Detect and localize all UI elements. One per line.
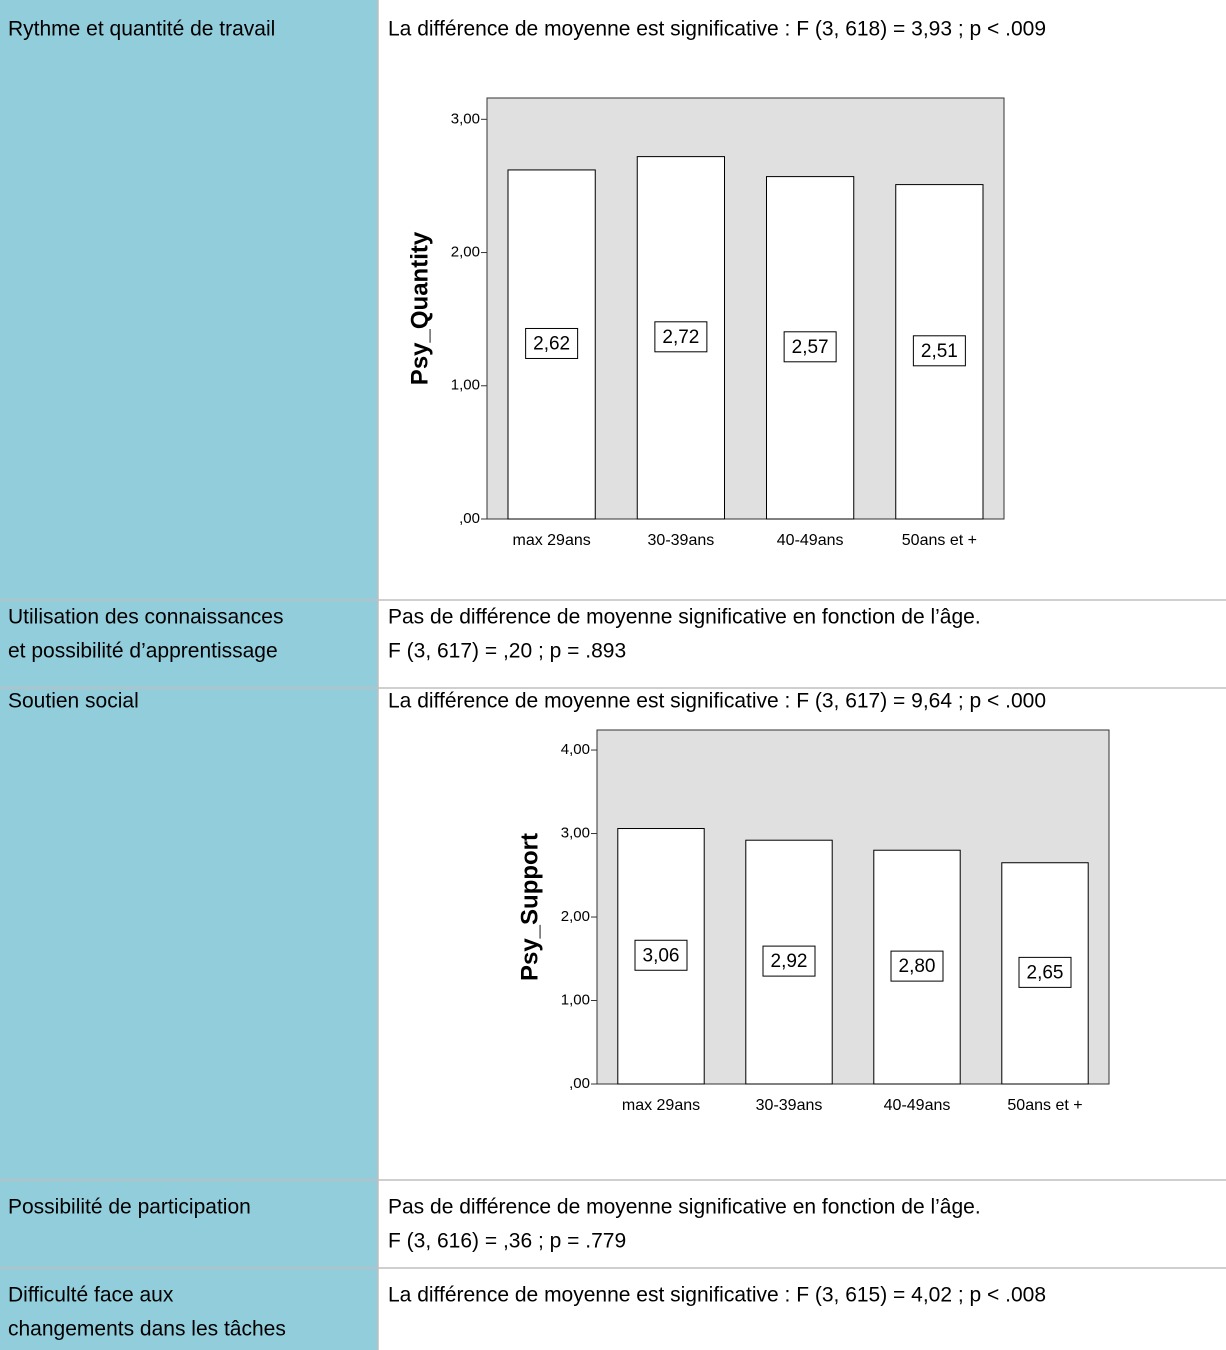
row-text: F (3, 616) = ,36 ; p = .779 <box>388 1230 626 1253</box>
y-tick-label: 2,00 <box>451 244 480 261</box>
row-text: La différence de moyenne est significati… <box>388 690 1046 713</box>
row-text: Pas de différence de moyenne significati… <box>388 606 981 629</box>
x-tick-label: max 29ans <box>622 1097 700 1114</box>
y-tick-label: 1,00 <box>561 991 590 1008</box>
y-tick-label: 4,00 <box>561 741 590 758</box>
label-cell <box>0 600 378 688</box>
row-label: Difficulté face aux <box>8 1284 174 1307</box>
x-tick-label: 50ans et + <box>902 532 977 549</box>
value-label: 2,72 <box>662 327 699 348</box>
row-text: La différence de moyenne est significati… <box>388 1284 1046 1307</box>
y-tick-label: ,00 <box>459 510 480 527</box>
row-text: Pas de différence de moyenne significati… <box>388 1196 981 1219</box>
row-label: Rythme et quantité de travail <box>8 18 275 41</box>
value-label: 2,51 <box>921 341 958 362</box>
row-label: Possibilité de participation <box>8 1196 251 1219</box>
row-text: La différence de moyenne est significati… <box>388 18 1046 41</box>
label-cell <box>0 1268 378 1350</box>
value-label: 3,06 <box>643 945 680 966</box>
value-label-box <box>634 939 688 971</box>
value-label: 2,62 <box>533 333 570 354</box>
row-label: et possibilité d’apprentissage <box>8 640 278 663</box>
row-text: F (3, 617) = ,20 ; p = .893 <box>388 640 626 663</box>
x-tick-label: max 29ans <box>512 532 590 549</box>
row-label: Soutien social <box>8 690 139 713</box>
x-tick-label: 30-39ans <box>756 1097 823 1114</box>
y-tick-label: 2,00 <box>561 908 590 925</box>
row-label: changements dans les tâches <box>8 1318 286 1341</box>
value-label-box <box>654 321 708 353</box>
y-axis-label: Psy_Support <box>516 833 543 981</box>
value-label-box <box>890 950 944 982</box>
value-label: 2,65 <box>1027 962 1064 983</box>
y-tick-label: 3,00 <box>561 824 590 841</box>
label-cell <box>0 688 378 1180</box>
x-tick-label: 30-39ans <box>648 532 715 549</box>
value-label-box <box>1018 956 1072 988</box>
x-tick-label: 40-49ans <box>777 532 844 549</box>
y-tick-label: 3,00 <box>451 110 480 127</box>
label-cell <box>0 1180 378 1268</box>
x-tick-label: 40-49ans <box>884 1097 951 1114</box>
y-tick-label: ,00 <box>569 1075 590 1092</box>
value-label-box <box>912 335 966 367</box>
value-label: 2,57 <box>792 337 829 358</box>
value-label-box <box>783 331 837 363</box>
label-cell <box>0 0 378 600</box>
x-tick-label: 50ans et + <box>1007 1097 1082 1114</box>
value-label-box <box>762 945 816 977</box>
y-tick-label: 1,00 <box>451 377 480 394</box>
value-label: 2,80 <box>899 956 936 977</box>
row-label: Utilisation des connaissances <box>8 606 283 629</box>
y-axis-label: Psy_Quantity <box>406 231 433 385</box>
value-label: 2,92 <box>771 951 808 972</box>
value-label-box <box>525 327 579 359</box>
